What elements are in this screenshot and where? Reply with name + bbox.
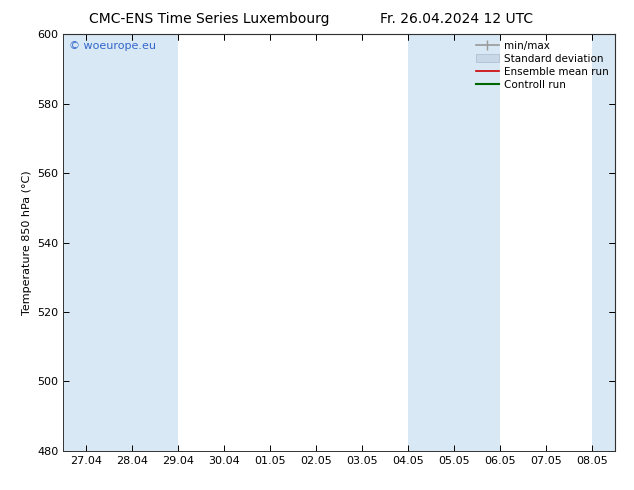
Legend: min/max, Standard deviation, Ensemble mean run, Controll run: min/max, Standard deviation, Ensemble me… bbox=[472, 36, 613, 94]
Y-axis label: Temperature 850 hPa (°C): Temperature 850 hPa (°C) bbox=[22, 170, 32, 315]
Text: Fr. 26.04.2024 12 UTC: Fr. 26.04.2024 12 UTC bbox=[380, 12, 533, 26]
Text: CMC-ENS Time Series Luxembourg: CMC-ENS Time Series Luxembourg bbox=[89, 12, 330, 26]
Bar bbox=[408, 34, 500, 451]
Bar bbox=[63, 34, 178, 451]
Text: © woeurope.eu: © woeurope.eu bbox=[69, 41, 156, 50]
Bar bbox=[592, 34, 615, 451]
